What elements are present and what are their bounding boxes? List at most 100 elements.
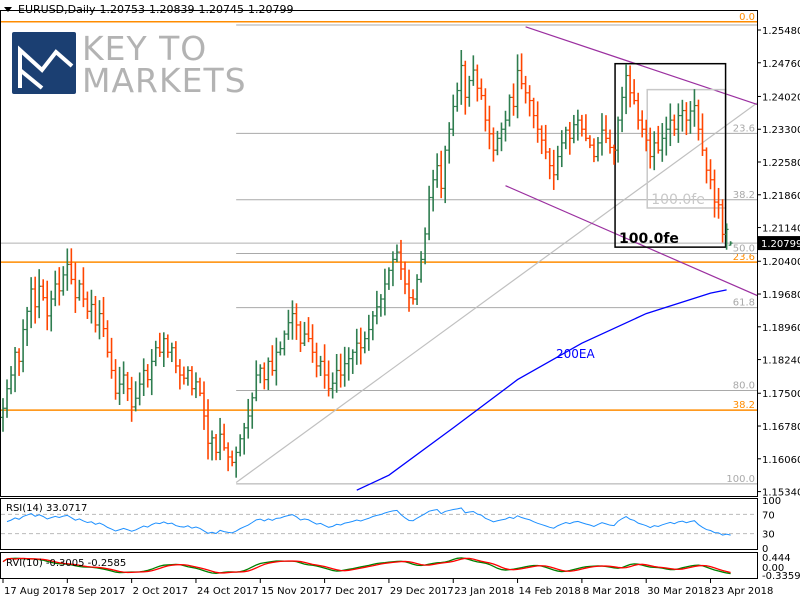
ohlc-bar [294,303,299,340]
ohlc-bar [89,289,94,324]
price-axis-label: 1.24760 [762,59,800,70]
ohlc-bar [29,277,34,329]
ohlc-bar [181,366,186,385]
date-axis-label: 30 Mar 2018 [647,586,710,597]
ohlc-bar [129,376,134,422]
ohlc-bar [197,377,202,397]
ohlc-bar [632,79,637,105]
high-value: 1.20839 [148,3,195,16]
ohlc-bar [547,148,552,180]
price-axis-label: 1.15340 [762,488,800,499]
price-panel: 0.0 23.6 38.2 23.6 38.2 50.0 61.8 80.0 100.0 100.… [0,12,757,491]
ohlc-bar [165,334,170,358]
ohlc-bar [475,64,480,102]
ohlc-bar [242,422,247,455]
ohlc-bar [81,267,86,308]
ohlc-bar [230,450,235,467]
axes: 1.25480 1.24760 1.24020 1.23300 1.22580 1.218… [0,10,800,597]
ohlc-bar [338,353,343,388]
fib-gray-level-label: 38.2 [733,190,755,201]
ohlc-bar [137,372,142,406]
ohlc-bar [503,110,508,142]
ohlc-bar [314,342,319,378]
fib-gray-level-label: 61.8 [733,298,755,309]
ohlc-bar [591,138,596,163]
ohlc-bar [688,101,693,134]
ohlc-bar [519,53,524,90]
current-price-badge [758,236,800,251]
ohlc-bar [644,119,649,152]
fe-box-gray-label: 100.0fe [651,192,705,208]
ohlc-bar [97,300,102,340]
price-axis-label: 1.21140 [762,224,800,235]
rvi-axis-label: -0.3359 [762,571,800,582]
ohlc-bar [149,349,154,396]
ohlc-bar [141,358,146,397]
ohlc-bar [535,101,540,143]
fib-gray-level-label: 50.0 [733,244,755,255]
fib-gray-level-label: 100.0 [726,474,755,485]
ohlc-bar [728,241,733,246]
ohlc-bar [704,147,709,184]
ohlc-bar [700,113,705,156]
ohlc-bar [684,102,689,136]
fib-orange-level-label: 23.6 [733,252,755,263]
ohlc-bar [467,75,472,107]
ohlc-bar [511,83,516,116]
ohlc-bar [17,348,22,376]
ohlc-bar [656,125,661,154]
ohlc-bar [270,345,275,376]
ohlc-bar [608,129,613,154]
ohlc-bar [567,121,572,155]
ohlc-bar [423,227,428,265]
ohlc-bar [660,123,665,162]
ohlc-bar [599,113,604,156]
ohlc-bar [298,321,303,352]
ohlc-bar [495,130,500,156]
ohlc-bar [218,417,223,461]
ohlc-bar [407,269,412,312]
ohlc-bar [374,290,379,325]
ohlc-bar [652,131,657,171]
ohlc-bar [37,269,42,319]
ohlc-bar [9,366,14,395]
ohlc-bar [177,359,182,390]
price-axis-label: 1.23300 [762,125,800,136]
ohlc-bar [390,251,395,287]
ohlc-bar [563,126,568,150]
ohlc-bar [77,279,82,301]
ohlc-bar [274,337,279,386]
ohlc-bar [471,55,476,86]
chart-header: EURUSD,Daily 1.20753 1.20839 1.20745 1.2… [4,3,293,16]
rsi-axis-label: 30 [762,530,775,541]
date-axis-label: 8 Sep 2017 [68,586,125,597]
ohlc-bar [25,306,30,347]
price-panel-frame [0,10,758,497]
price-axis-label: 1.18240 [762,356,800,367]
date-axis-label: 23 Apr 2018 [712,586,774,597]
ohlc-bar [117,366,122,405]
ohlc-bar [61,266,66,296]
ema200-line [356,289,727,491]
ohlc-bar [222,423,227,451]
ohlc-bar [579,114,584,137]
channel-lower-line [505,185,757,297]
ohlc-bar [49,290,54,332]
ohlc-bar [664,116,669,156]
fe-box-black-label: 100.0fe [619,231,679,247]
ohlc-bar [394,244,399,263]
date-axis-label: 17 Aug 2017 [4,586,68,597]
date-axis-label: 15 Nov 2017 [261,586,325,597]
date-axis-label: 2 Oct 2017 [133,586,188,597]
price-axis-label: 1.22580 [762,158,800,169]
dropdown-triangle-icon[interactable] [4,7,12,12]
ohlc-bar [378,294,383,317]
ohlc-bar [716,187,721,219]
ohlc-bar [555,145,560,181]
ohlc-bar [628,65,633,108]
ohlc-bar [109,337,114,379]
ohlc-bar [57,267,62,306]
ohlc-bar [169,342,174,363]
